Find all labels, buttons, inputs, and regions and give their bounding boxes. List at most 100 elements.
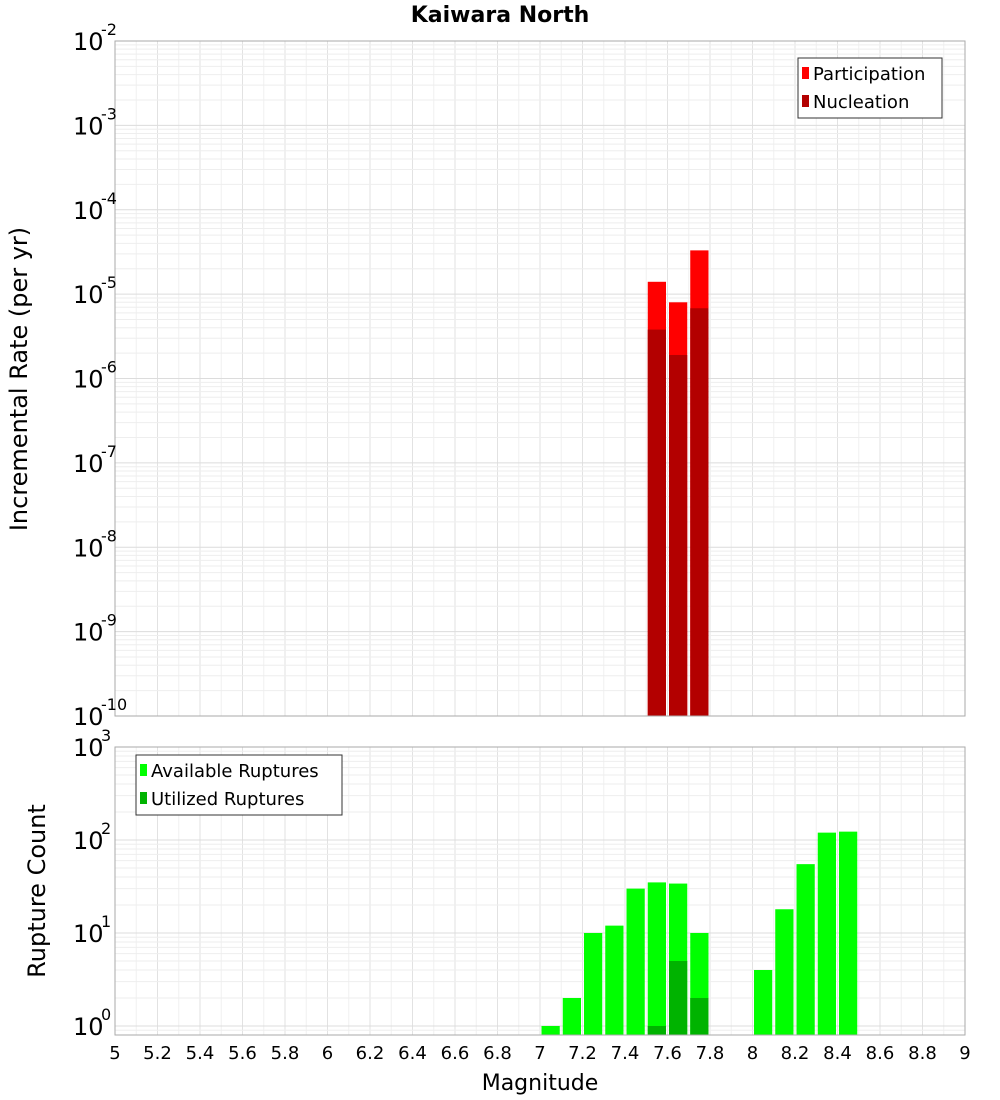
x-tick-label: 6.2 (356, 1043, 385, 1064)
svg-text:10: 10 (73, 619, 104, 647)
y-tick-label: 10-3 (73, 104, 117, 140)
x-tick-label: 7.8 (696, 1043, 725, 1064)
bar-6 (647, 882, 666, 1035)
legend-swatch (140, 764, 147, 776)
x-ticks: 5 5.2 5.4 5.6 5.8 6 6.2 6.4 6.6 6.8 7 7.2 7.4 7.6 7.8 8… (109, 1043, 970, 1064)
legend-box (797, 57, 943, 119)
svg-text:10: 10 (73, 827, 104, 855)
legend-swatch (802, 67, 809, 79)
svg-text:10: 10 (73, 534, 104, 562)
x-tick-label: 7.2 (568, 1043, 597, 1064)
x-tick-label: 5 (109, 1043, 120, 1064)
top-y-axis-label: Incremental Rate (per yr) (5, 227, 33, 531)
svg-text:10: 10 (73, 28, 104, 56)
top-grid (114, 40, 966, 717)
legend-label: Nucleation (813, 92, 909, 113)
y-tick-label: 10-4 (73, 189, 117, 225)
bar-10 (775, 909, 794, 1035)
bottom-bars (541, 831, 858, 1035)
x-tick-label: 5.4 (186, 1043, 215, 1064)
x-tick-label: 6.8 (483, 1043, 512, 1064)
x-tick-label: 5.6 (228, 1043, 257, 1064)
svg-text:-3: -3 (101, 104, 117, 123)
svg-text:10: 10 (73, 920, 104, 948)
svg-text:0: 0 (101, 1005, 111, 1024)
x-tick-label: 6.6 (441, 1043, 470, 1064)
svg-text:10: 10 (73, 281, 104, 309)
svg-text:-9: -9 (101, 611, 117, 630)
x-tick-label: 9 (959, 1043, 970, 1064)
svg-text:10: 10 (73, 734, 104, 762)
y-tick-label: 10-10 (73, 695, 127, 731)
top-bars (647, 250, 709, 717)
legend-label: Utilized Ruptures (151, 789, 304, 810)
svg-text:-4: -4 (101, 189, 117, 208)
bar-11 (796, 864, 815, 1035)
x-tick-label: 7.4 (611, 1043, 640, 1064)
bar-4 (605, 925, 624, 1035)
bar-overlay-2 (669, 354, 688, 716)
svg-text:2: 2 (101, 819, 111, 838)
svg-text:10: 10 (73, 366, 104, 394)
svg-text:-10: -10 (101, 695, 127, 714)
y-tick-label: 10-2 (73, 20, 117, 56)
y-tick-label: 103 (73, 726, 111, 762)
svg-text:10: 10 (73, 1013, 104, 1041)
y-tick-label: 10-6 (73, 358, 117, 394)
bottom-legend: Available Ruptures Utilized Ruptures (135, 754, 343, 816)
x-tick-label: 8 (747, 1043, 758, 1064)
x-tick-label: 8.8 (908, 1043, 937, 1064)
bar-overlay-3 (690, 308, 709, 716)
bar-1 (541, 1025, 560, 1035)
bar-overlay-2 (669, 960, 688, 1035)
x-tick-label: 7 (534, 1043, 545, 1064)
chart-title: Kaiwara North (411, 3, 590, 28)
top-legend: Participation Nucleation (797, 57, 943, 119)
x-tick-label: 5.8 (271, 1043, 300, 1064)
y-tick-label: 10-8 (73, 526, 117, 562)
bar-overlay-3 (690, 997, 709, 1035)
legend-swatch (140, 792, 147, 804)
y-tick-label: 102 (73, 819, 111, 855)
x-tick-label: 6.4 (398, 1043, 427, 1064)
x-axis-label: Magnitude (482, 1071, 599, 1096)
bar-9 (754, 969, 773, 1035)
svg-text:10: 10 (73, 197, 104, 225)
top-plot-border (114, 40, 966, 717)
legend-label: Participation (813, 64, 925, 85)
x-tick-label: 6 (322, 1043, 333, 1064)
legend-label: Available Ruptures (151, 761, 319, 782)
svg-text:10: 10 (73, 703, 104, 731)
y-tick-label: 101 (73, 912, 111, 948)
bar-3 (584, 932, 603, 1035)
bar-5 (626, 888, 645, 1035)
svg-text:-2: -2 (101, 20, 117, 39)
legend-box (135, 754, 343, 816)
svg-text:-6: -6 (101, 358, 117, 377)
bottom-y-axis-label: Rupture Count (23, 804, 51, 978)
y-tick-label: 10-7 (73, 442, 117, 478)
x-tick-label: 8.6 (866, 1043, 895, 1064)
svg-text:-8: -8 (101, 526, 117, 545)
legend-swatch (802, 95, 809, 107)
x-tick-label: 7.6 (653, 1043, 682, 1064)
bottom-plot-border (114, 746, 966, 1036)
x-tick-label: 8.2 (781, 1043, 810, 1064)
y-tick-label: 100 (73, 1005, 111, 1041)
svg-text:-7: -7 (101, 442, 117, 461)
svg-text:-5: -5 (101, 273, 117, 292)
x-tick-label: 8.4 (823, 1043, 852, 1064)
bar-overlay-1 (647, 1025, 666, 1035)
bar-overlay-1 (647, 329, 666, 716)
bar-2 (562, 997, 581, 1035)
svg-text:3: 3 (101, 726, 111, 745)
y-tick-label: 10-5 (73, 273, 117, 309)
bar-12 (817, 832, 836, 1035)
bar-13 (839, 831, 858, 1035)
svg-text:1: 1 (101, 912, 111, 931)
